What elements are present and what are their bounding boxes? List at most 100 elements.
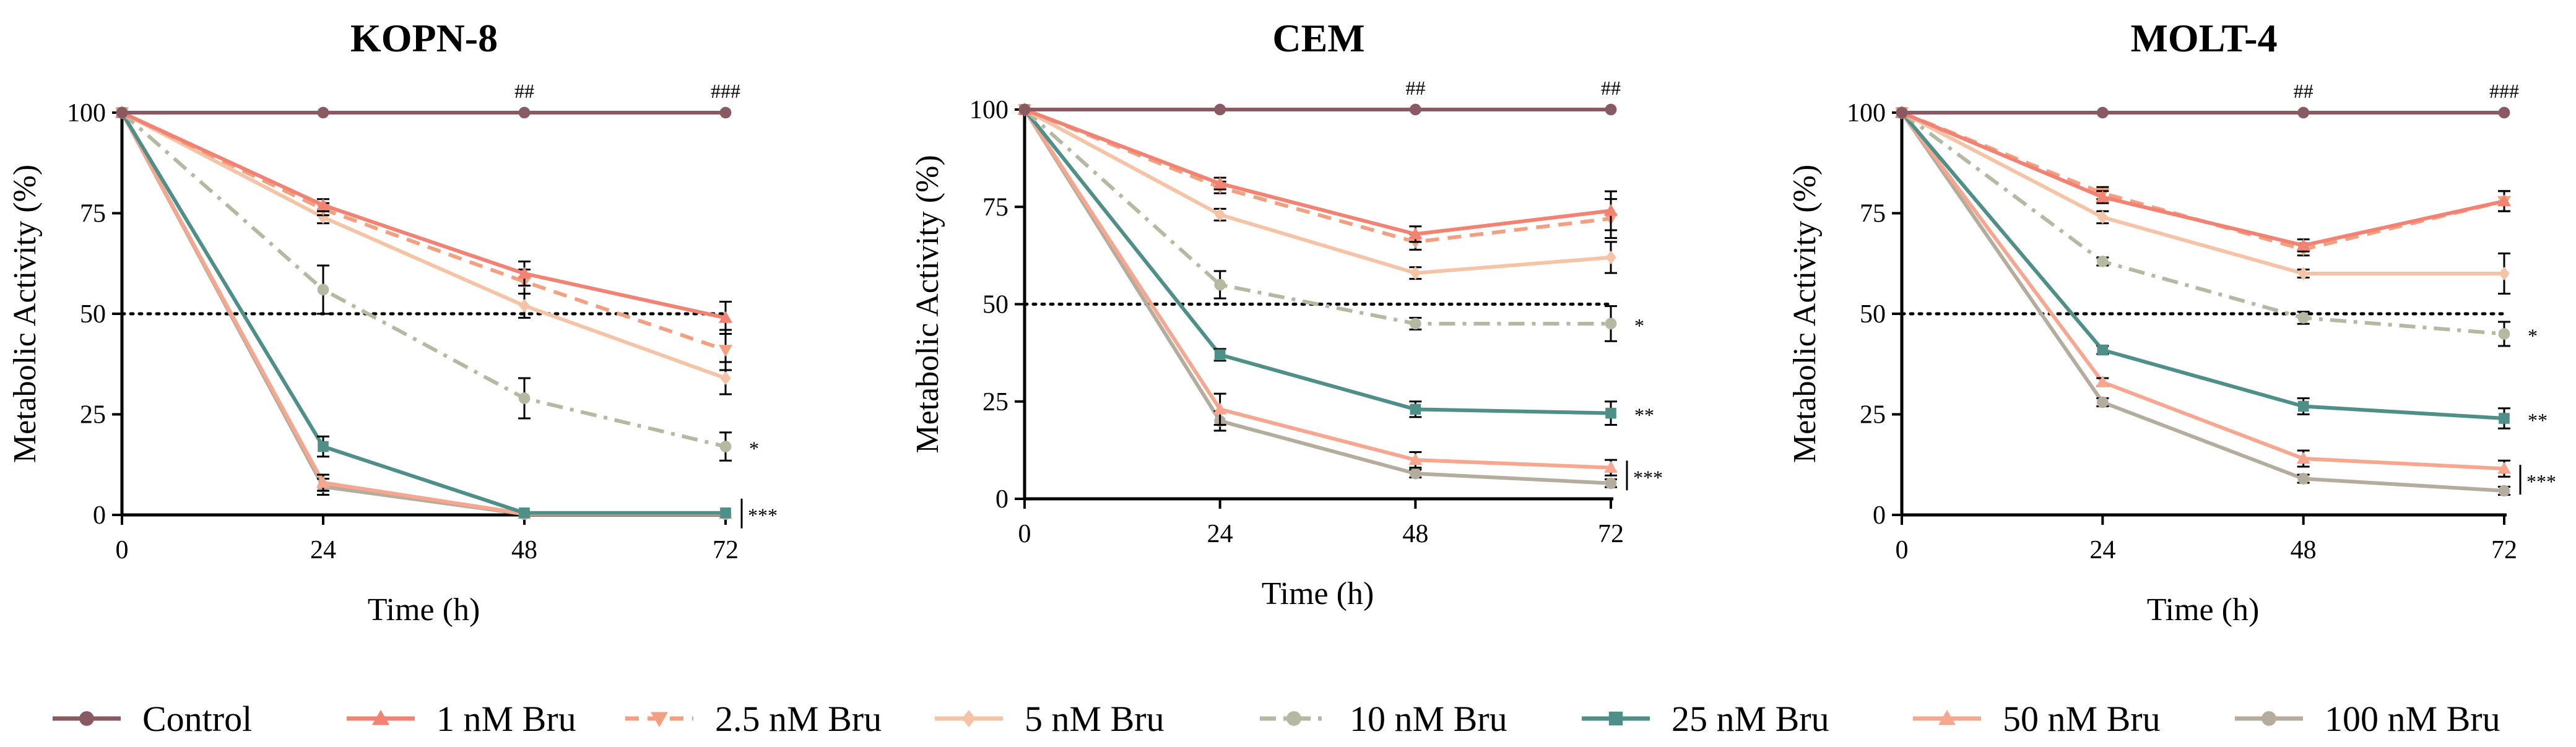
data-point	[2097, 210, 2109, 224]
legend-marker	[961, 710, 976, 727]
data-point	[2497, 462, 2511, 474]
y-tick-label: 25	[80, 401, 106, 430]
significance-mark: *	[1634, 314, 1644, 337]
legend-item-bru2_5: 2.5 nM Bru	[625, 699, 882, 739]
series-line	[1023, 108, 1611, 485]
significance-mark: ###	[711, 80, 740, 102]
significance-mark: ***	[1633, 466, 1663, 488]
data-point	[317, 106, 329, 119]
significance-mark: ##	[2294, 80, 2314, 102]
data-point	[2297, 473, 2310, 485]
data-point	[518, 106, 531, 119]
y-tick-label: 75	[982, 193, 1008, 222]
legend-label: 5 nM Bru	[1025, 699, 1164, 739]
data-point	[2096, 375, 2110, 387]
legend-marker	[1286, 711, 1301, 726]
series-bru100	[1896, 106, 2510, 497]
data-point	[1214, 103, 1226, 116]
chart-panel-3: MOLT-4 0 25 50 75 100 0 24 48 72 Time (h) Metabolic…	[1787, 16, 2556, 628]
series-line	[1901, 111, 2505, 336]
data-point	[2297, 267, 2309, 280]
chart-title: CEM	[1272, 16, 1364, 60]
legend-item-bru100: 100 nM Bru	[2235, 699, 2500, 739]
series-line	[1901, 111, 2505, 248]
data-point	[316, 198, 330, 210]
data-point	[2499, 267, 2510, 280]
data-point	[1214, 207, 1226, 222]
x-tick-label: 0	[116, 536, 129, 564]
data-point	[719, 311, 732, 323]
data-point	[2498, 485, 2510, 497]
data-point	[1410, 404, 1421, 415]
data-point	[2096, 396, 2109, 408]
legend-marker	[1608, 711, 1623, 726]
data-point	[519, 507, 530, 519]
series-bru1	[1018, 103, 1618, 243]
series-bru5	[1019, 103, 1617, 280]
x-tick-label: 48	[1402, 520, 1428, 548]
x-tick-label: 48	[511, 536, 537, 564]
y-tick-label: 25	[982, 388, 1008, 417]
series-control	[1896, 106, 2510, 119]
legend-label: Control	[142, 699, 252, 739]
legend-marker	[1938, 710, 1956, 725]
data-point	[1409, 467, 1421, 480]
data-point	[2499, 413, 2510, 424]
series-line	[1023, 108, 1611, 236]
series-bru10	[116, 106, 732, 462]
data-point	[1213, 402, 1227, 415]
significance-mark: ###	[2489, 80, 2519, 102]
x-tick-label: 24	[2089, 536, 2115, 564]
data-point	[2297, 312, 2310, 324]
chart-panels: KOPN-8 0 25 50 75 100 0 24 48 72 Time (h) Metabolic…	[7, 16, 2556, 628]
series-line	[120, 111, 726, 515]
y-tick-label: 0	[995, 485, 1008, 514]
series-line	[1023, 108, 1611, 275]
data-point	[2296, 452, 2310, 464]
significance-mark: ##	[1601, 77, 1621, 99]
data-point	[518, 392, 531, 404]
legend-label: 100 nM Bru	[2325, 699, 2500, 739]
series-bru1	[115, 106, 732, 335]
series-line	[121, 111, 726, 320]
series-bru5	[1896, 106, 2510, 295]
data-point	[719, 345, 732, 357]
series-bru2_5	[1018, 104, 1618, 251]
y-axis-label: Metabolic Activity (%)	[910, 155, 945, 453]
x-tick-label: 48	[2291, 536, 2317, 564]
y-axis-label: Metabolic Activity (%)	[1787, 165, 1823, 463]
y-tick-label: 75	[80, 200, 106, 228]
data-point	[2097, 344, 2109, 356]
data-point	[1410, 266, 1421, 280]
y-tick-label: 50	[982, 291, 1008, 319]
legend-item-bru25: 25 nM Bru	[1582, 699, 1829, 739]
data-point	[720, 371, 731, 385]
y-tick-label: 100	[1847, 99, 1886, 127]
data-point	[1409, 317, 1421, 330]
data-point	[318, 441, 329, 452]
legend-label: 25 nM Bru	[1672, 699, 1829, 739]
y-tick-label: 50	[80, 300, 106, 329]
y-tick-label: 100	[67, 99, 106, 127]
series-line	[1900, 111, 2505, 471]
data-point	[1605, 407, 1616, 419]
data-point	[1605, 251, 1616, 265]
data-point	[2498, 328, 2510, 340]
significance-mark: *	[2528, 325, 2538, 347]
x-axis-label: Time (h)	[2147, 592, 2260, 628]
data-point	[1409, 103, 1421, 116]
series-bru50	[115, 106, 732, 519]
legend-marker	[2262, 711, 2276, 726]
legend-item-bru1: 1 nM Bru	[347, 699, 576, 739]
data-point	[519, 299, 530, 313]
series-line	[121, 111, 726, 449]
data-point	[116, 106, 128, 119]
chart-title: KOPN-8	[350, 16, 498, 60]
significance-mark: ##	[1405, 77, 1425, 99]
legend-label: 50 nM Bru	[2003, 699, 2161, 739]
series-bru25	[1896, 107, 2510, 430]
data-point	[2296, 238, 2310, 251]
data-point	[2297, 106, 2310, 119]
data-point	[1214, 279, 1226, 291]
